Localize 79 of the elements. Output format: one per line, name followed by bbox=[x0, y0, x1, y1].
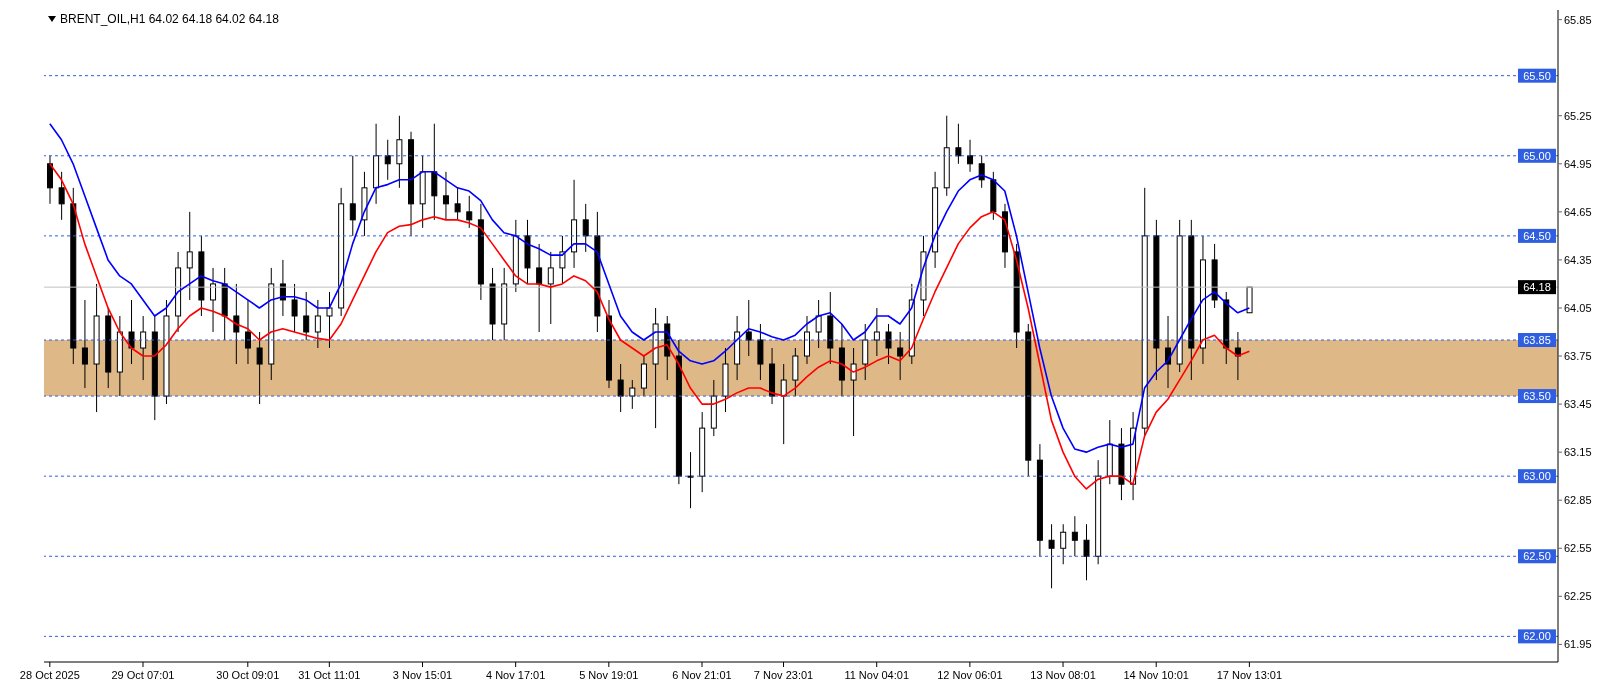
candlestick bbox=[1048, 523, 1055, 589]
candlestick bbox=[559, 235, 566, 285]
candlestick bbox=[349, 155, 356, 237]
x-tick-label: 17 Nov 13:01 bbox=[1216, 669, 1283, 681]
ref-line-label: 62.00 bbox=[1523, 630, 1551, 643]
x-tick-label: 6 Nov 21:01 bbox=[672, 669, 732, 681]
candlestick bbox=[885, 323, 892, 365]
candlestick bbox=[466, 195, 473, 229]
candlestick bbox=[1083, 523, 1090, 581]
candlestick bbox=[815, 299, 822, 349]
x-tick-label: 28 Oct 2025 bbox=[19, 669, 80, 681]
ref-line-label: 62.50 bbox=[1523, 550, 1551, 563]
x-tick-label: 5 Nov 19:01 bbox=[579, 669, 639, 681]
candlestick bbox=[1071, 515, 1078, 557]
ref-line-label: 64.18 bbox=[1523, 281, 1551, 294]
candlestick bbox=[303, 291, 310, 341]
x-tick-label: 11 Nov 04:01 bbox=[844, 669, 910, 681]
candlestick bbox=[629, 379, 636, 410]
ref-line-label: 63.85 bbox=[1523, 334, 1551, 346]
y-tick-label: 63.75 bbox=[1564, 349, 1592, 362]
candlestick bbox=[687, 451, 694, 509]
x-tick-label: 13 Nov 08:01 bbox=[1030, 669, 1096, 681]
candlestick bbox=[256, 331, 263, 405]
ref-line-label: 65.00 bbox=[1523, 149, 1551, 162]
x-tick-label: 3 Nov 15:01 bbox=[392, 669, 453, 681]
chart-title: BRENT_OIL,H1 64.02 64.18 64.02 64.18 bbox=[60, 12, 279, 26]
candlestick bbox=[314, 299, 321, 349]
x-tick-label: 31 Oct 11:01 bbox=[298, 669, 361, 681]
candlestick bbox=[873, 307, 880, 357]
candlestick bbox=[384, 139, 391, 181]
y-tick-label: 63.15 bbox=[1564, 446, 1592, 459]
ref-line-label: 63.50 bbox=[1523, 390, 1551, 403]
candlestick bbox=[582, 203, 589, 253]
candlestick bbox=[140, 315, 147, 381]
line-series bbox=[49, 122, 1251, 453]
x-tick-label: 14 Nov 10:01 bbox=[1123, 669, 1189, 681]
ref-line-label: 63.00 bbox=[1523, 470, 1551, 483]
candlestick bbox=[617, 363, 624, 413]
line-series bbox=[49, 162, 1251, 490]
candlestick bbox=[58, 171, 65, 221]
x-tick-label: 29 Oct 07:01 bbox=[111, 669, 175, 681]
candlestick bbox=[442, 171, 449, 221]
x-tick-label: 4 Nov 17:01 bbox=[486, 669, 546, 681]
y-tick-label: 64.95 bbox=[1564, 157, 1592, 170]
candlestick bbox=[186, 211, 193, 301]
candlestick bbox=[326, 291, 333, 349]
candlestick bbox=[780, 363, 787, 445]
candlestick bbox=[81, 299, 88, 389]
candlestick bbox=[128, 299, 135, 365]
candlestick bbox=[536, 243, 543, 333]
candlestick bbox=[978, 155, 985, 189]
candlestick bbox=[967, 139, 974, 173]
y-tick-label: 61.95 bbox=[1564, 638, 1592, 651]
candlestick bbox=[955, 123, 962, 165]
y-tick-label: 62.85 bbox=[1564, 494, 1592, 507]
y-tick-label: 64.05 bbox=[1564, 301, 1592, 314]
y-tick-label: 65.85 bbox=[1564, 13, 1592, 26]
candlestick bbox=[547, 251, 554, 325]
y-tick-label: 62.55 bbox=[1564, 542, 1592, 555]
candlestick bbox=[1060, 523, 1067, 565]
y-tick-label: 63.45 bbox=[1564, 397, 1592, 410]
x-tick-label: 7 Nov 23:01 bbox=[753, 669, 814, 681]
candlestick bbox=[454, 187, 461, 221]
y-tick-label: 65.25 bbox=[1564, 109, 1592, 122]
candlestick bbox=[210, 267, 217, 333]
x-tick-label: 30 Oct 09:01 bbox=[216, 669, 280, 681]
candlestick bbox=[897, 331, 904, 381]
ref-line-label: 65.50 bbox=[1523, 69, 1551, 82]
candlestick bbox=[233, 283, 240, 365]
candlestick bbox=[244, 299, 251, 365]
ref-line-label: 64.50 bbox=[1523, 229, 1551, 242]
candlestick bbox=[291, 283, 298, 333]
candlestick bbox=[745, 299, 752, 357]
y-tick-label: 62.25 bbox=[1564, 590, 1592, 603]
candlestick bbox=[850, 347, 857, 437]
x-tick-label: 12 Nov 06:01 bbox=[937, 669, 1003, 681]
y-tick-label: 64.65 bbox=[1564, 205, 1592, 218]
y-tick-label: 64.35 bbox=[1564, 253, 1592, 266]
candlestick bbox=[1234, 331, 1241, 381]
